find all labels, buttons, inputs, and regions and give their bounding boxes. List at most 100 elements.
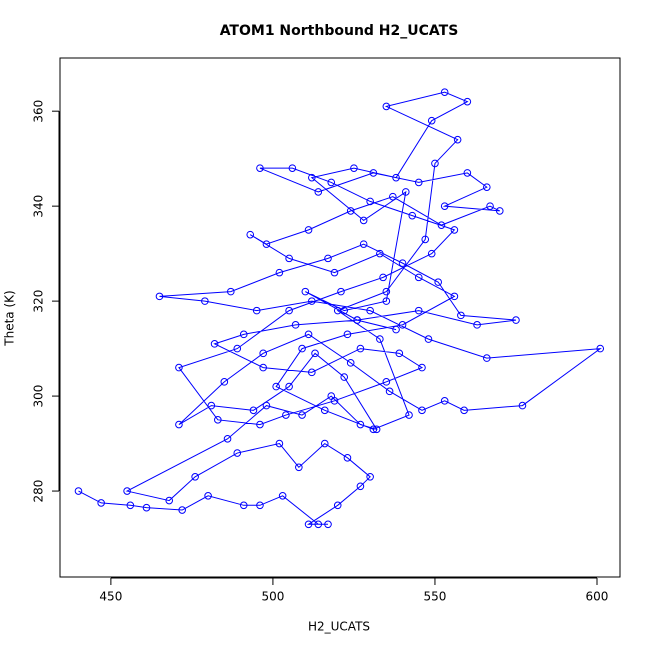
- point: [324, 254, 332, 263]
- point: [246, 230, 255, 239]
- point: [366, 306, 374, 315]
- point: [178, 506, 186, 514]
- point: [389, 192, 397, 201]
- point: [486, 202, 494, 210]
- point: [337, 287, 345, 296]
- y-tick-label: 360: [32, 100, 46, 123]
- x-tick-label: 450: [99, 590, 122, 604]
- point: [288, 164, 297, 172]
- point: [450, 226, 459, 234]
- point: [350, 164, 358, 172]
- point: [401, 188, 410, 196]
- y-tick-label: 280: [32, 480, 46, 503]
- point: [369, 169, 378, 177]
- point: [308, 297, 316, 305]
- point: [427, 249, 436, 258]
- x-tick-label: 500: [261, 590, 284, 604]
- point: [414, 178, 423, 187]
- point: [343, 454, 352, 462]
- point: [249, 406, 258, 415]
- point: [123, 487, 131, 495]
- point: [518, 401, 527, 410]
- point: [324, 520, 332, 529]
- point: [427, 116, 436, 125]
- point: [155, 292, 164, 301]
- point: [421, 235, 430, 244]
- point: [259, 349, 267, 358]
- point: [431, 159, 439, 168]
- point: [382, 297, 391, 305]
- point: [440, 202, 449, 210]
- point: [369, 425, 378, 434]
- y-tick-label: 320: [32, 290, 46, 313]
- point: [298, 344, 306, 353]
- chart-title: ATOM1 Northbound H2_UCATS: [220, 23, 459, 39]
- point: [340, 373, 349, 381]
- point: [320, 406, 329, 415]
- point: [414, 273, 423, 282]
- point: [298, 411, 306, 419]
- point: [304, 226, 313, 234]
- point: [333, 501, 342, 510]
- point: [256, 164, 264, 172]
- point: [359, 240, 368, 248]
- point: [226, 287, 235, 296]
- point: [214, 416, 222, 424]
- point: [74, 487, 83, 495]
- point: [395, 349, 404, 358]
- point: [295, 463, 303, 472]
- point: [356, 344, 365, 353]
- point: [437, 221, 446, 229]
- point: [314, 520, 323, 529]
- point: [301, 287, 310, 296]
- point: [366, 197, 374, 206]
- point: [204, 492, 212, 500]
- point: [285, 382, 293, 391]
- point: [126, 501, 135, 510]
- point: [320, 439, 329, 448]
- point: [495, 207, 504, 215]
- point: [259, 363, 267, 372]
- point: [262, 240, 271, 248]
- point: [314, 188, 323, 196]
- point: [392, 173, 400, 182]
- point: [379, 273, 387, 282]
- point: [278, 492, 287, 500]
- point: [405, 411, 413, 419]
- point: [308, 368, 316, 377]
- point: [220, 378, 229, 386]
- y-tick-label: 300: [32, 385, 46, 408]
- point: [408, 211, 417, 220]
- point: [330, 268, 339, 277]
- point: [366, 473, 374, 481]
- point: [201, 297, 209, 305]
- point: [175, 363, 183, 372]
- point: [223, 435, 232, 443]
- point: [382, 287, 391, 296]
- point: [142, 503, 151, 512]
- point: [340, 306, 349, 315]
- point: [453, 135, 462, 144]
- x-tick-label: 550: [424, 590, 447, 604]
- point: [207, 401, 216, 410]
- point: [191, 473, 199, 481]
- point: [275, 439, 284, 448]
- point: [356, 420, 365, 429]
- point: [414, 306, 423, 315]
- point: [291, 321, 300, 329]
- point: [460, 406, 468, 415]
- point: [463, 97, 472, 106]
- y-axis-label: Theta (K): [3, 290, 17, 346]
- point: [596, 344, 605, 353]
- point: [304, 330, 313, 339]
- point: [311, 349, 319, 358]
- point: [282, 411, 290, 419]
- point: [285, 254, 293, 263]
- point: [457, 311, 465, 320]
- point: [359, 216, 368, 225]
- point: [434, 278, 442, 286]
- point: [165, 496, 174, 505]
